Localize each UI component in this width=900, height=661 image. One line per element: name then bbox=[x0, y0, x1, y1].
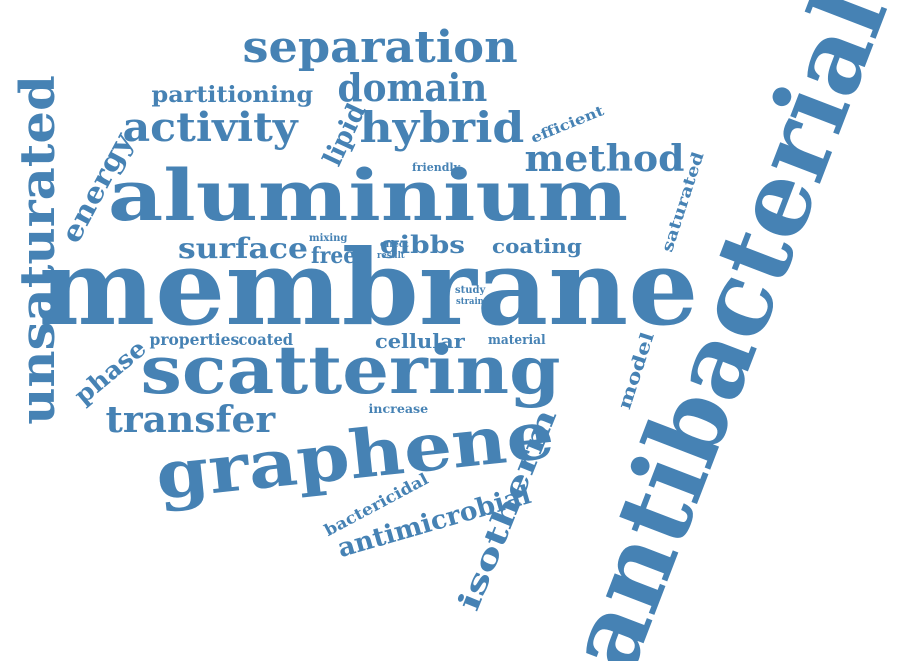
word-gibbs: gibbs bbox=[379, 230, 465, 259]
word-coated: coated bbox=[238, 330, 294, 349]
word-membrane: membrane bbox=[38, 226, 698, 349]
word-scattering: scattering bbox=[140, 331, 561, 409]
word-coating: coating bbox=[492, 234, 582, 258]
word-aluminium: aluminium bbox=[107, 154, 629, 237]
word-friendly: friendly bbox=[412, 160, 460, 174]
word-partitioning: partitioning bbox=[151, 82, 313, 108]
word-strain: strain bbox=[455, 296, 484, 307]
word-mixing: mixing bbox=[309, 233, 348, 244]
word-material: material bbox=[488, 332, 546, 348]
word-increase: increase bbox=[367, 402, 428, 416]
word-hybrid: hybrid bbox=[359, 103, 525, 152]
word-unsaturated: unsaturated bbox=[9, 75, 66, 425]
word-cellular: cellular bbox=[374, 329, 465, 353]
word-effect: effect bbox=[380, 239, 409, 250]
word-transfer: transfer bbox=[105, 399, 275, 441]
word-surface: surface bbox=[177, 232, 308, 265]
word-activity: activity bbox=[122, 104, 298, 151]
word-free: free bbox=[310, 243, 356, 269]
word-result: result bbox=[376, 250, 405, 261]
word-properties: properties bbox=[148, 330, 239, 349]
word-study: study bbox=[455, 285, 486, 296]
word-domain: domain bbox=[337, 65, 487, 110]
word-separation: separation bbox=[242, 22, 518, 73]
word-method: method bbox=[523, 138, 685, 180]
